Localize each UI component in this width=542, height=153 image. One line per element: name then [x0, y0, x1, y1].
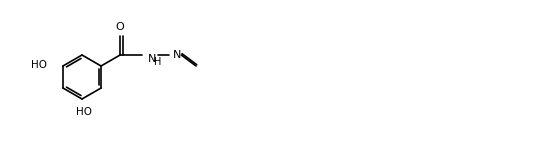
- Text: H: H: [154, 57, 162, 67]
- Text: O: O: [116, 22, 125, 32]
- Text: N: N: [173, 50, 182, 60]
- Text: HO: HO: [76, 107, 92, 117]
- Text: HO: HO: [31, 60, 47, 70]
- Text: N: N: [148, 54, 156, 64]
